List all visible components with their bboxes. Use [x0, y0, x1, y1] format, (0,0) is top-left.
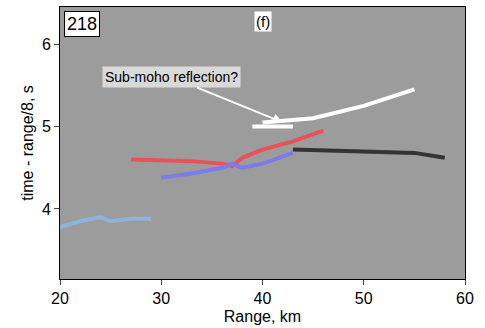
svg-text:4: 4: [42, 201, 51, 218]
svg-text:50: 50: [355, 290, 373, 307]
svg-text:Range, km: Range, km: [224, 308, 301, 325]
svg-text:(f): (f): [256, 13, 270, 30]
svg-text:30: 30: [152, 290, 170, 307]
svg-text:60: 60: [456, 290, 474, 307]
svg-text:6: 6: [42, 36, 51, 53]
svg-text:40: 40: [254, 290, 272, 307]
svg-text:time - range/8, s: time - range/8, s: [19, 85, 36, 201]
svg-text:20: 20: [51, 290, 69, 307]
svg-text:5: 5: [42, 118, 51, 135]
svg-text:218: 218: [67, 14, 97, 34]
svg-text:Sub-moho reflection?: Sub-moho reflection?: [105, 69, 238, 85]
